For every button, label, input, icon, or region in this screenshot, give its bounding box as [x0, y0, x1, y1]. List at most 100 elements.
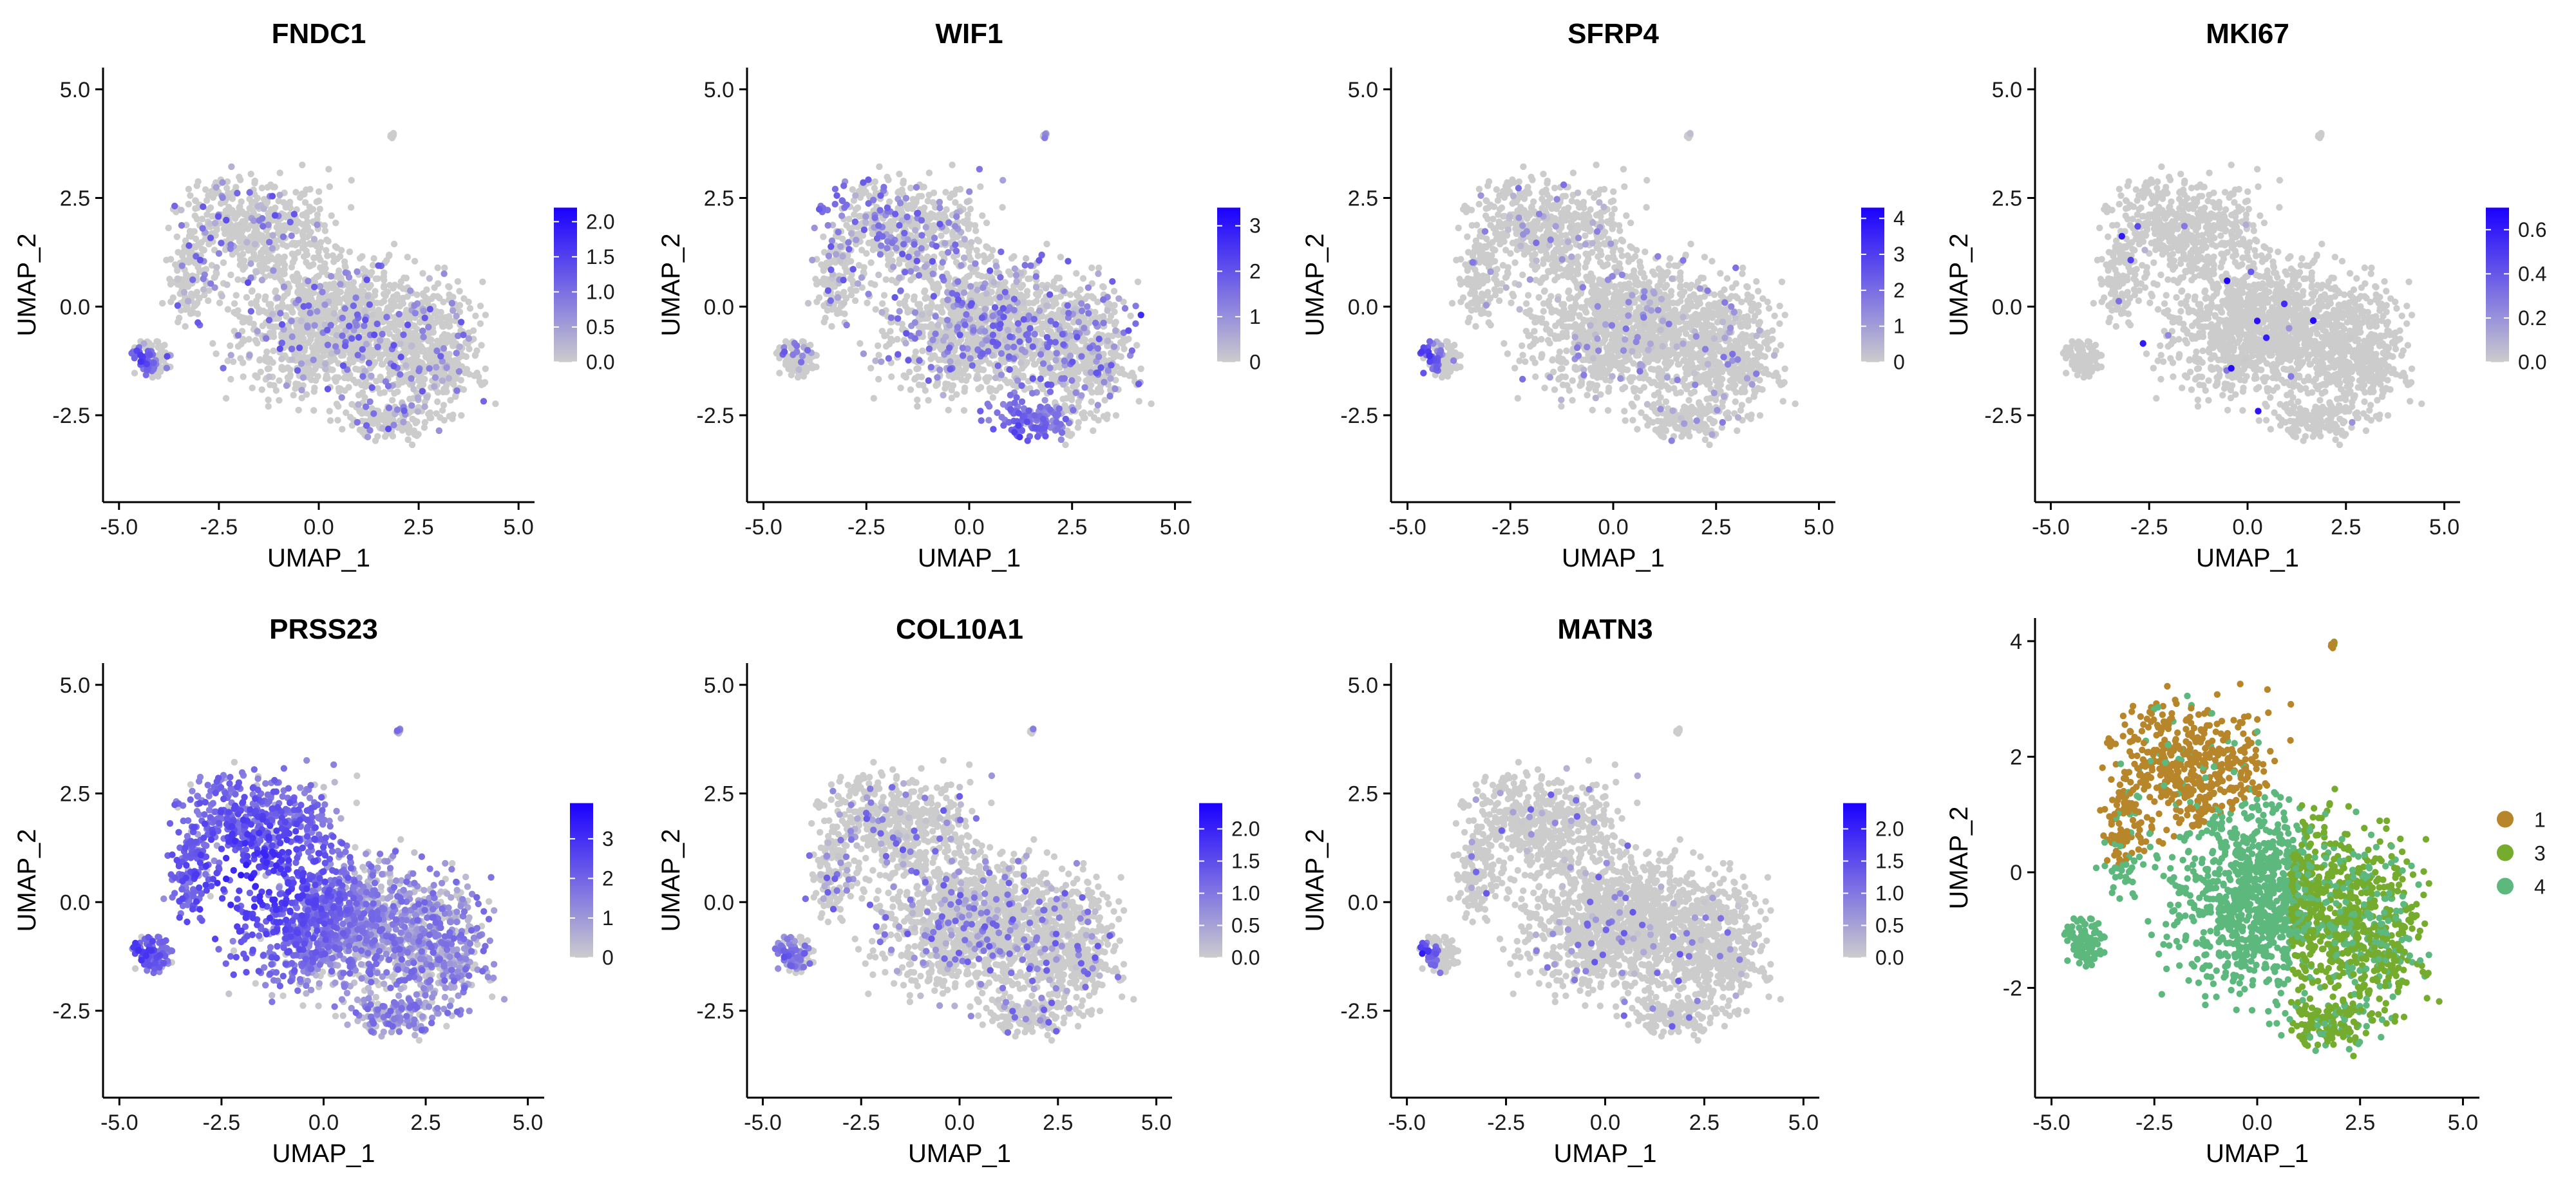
cell-point — [478, 342, 485, 349]
cell-point — [175, 319, 182, 326]
panel-title: WIF1 — [935, 18, 1003, 50]
cell-point — [927, 364, 935, 371]
cell-point — [411, 258, 419, 265]
cell-point — [828, 237, 836, 245]
cell-point — [272, 387, 280, 394]
cell-point — [1100, 283, 1107, 291]
cell-point — [793, 342, 800, 350]
cell-point — [355, 401, 362, 408]
cell-point — [1104, 411, 1111, 418]
cell-point — [354, 268, 361, 276]
cell-point — [1090, 427, 1097, 435]
cell-point — [289, 333, 296, 341]
cell-point — [388, 301, 395, 309]
cell-point — [1075, 368, 1082, 375]
cell-point — [237, 220, 244, 228]
cell-point — [1011, 265, 1019, 272]
x-tick-label: 2.5 — [403, 515, 433, 539]
cell-point — [1106, 392, 1113, 400]
cell-point — [363, 276, 370, 283]
cell-point — [1111, 308, 1118, 315]
cell-point — [167, 281, 175, 288]
cell-point — [983, 378, 990, 385]
cell-point — [999, 203, 1006, 211]
cell-point — [185, 185, 193, 192]
cell-point — [932, 313, 939, 320]
cell-point — [1032, 273, 1040, 280]
cell-point — [283, 382, 290, 389]
cell-point — [327, 273, 335, 280]
cell-point — [918, 232, 925, 239]
cell-point — [926, 310, 933, 317]
cell-point — [811, 224, 818, 232]
cell-point — [381, 417, 388, 424]
cell-point — [287, 218, 294, 226]
cell-point — [1036, 325, 1043, 333]
cell-point — [372, 288, 379, 295]
cell-point — [444, 332, 451, 339]
cell-point — [263, 335, 270, 342]
cell-point — [428, 415, 435, 422]
cell-point — [867, 364, 875, 371]
cell-point — [959, 370, 967, 377]
cell-point — [872, 357, 879, 364]
cell-point — [481, 379, 489, 386]
cell-point — [169, 294, 176, 301]
cell-point — [1039, 360, 1047, 367]
cell-point — [363, 403, 370, 410]
cell-point — [269, 332, 276, 339]
cell-point — [1081, 384, 1088, 391]
cell-point — [930, 189, 938, 196]
cell-point — [782, 338, 790, 345]
cell-point — [999, 176, 1007, 184]
cell-point — [852, 192, 859, 199]
cell-point — [839, 235, 846, 243]
cell-point — [824, 221, 831, 229]
cell-point — [259, 215, 266, 222]
cell-point — [939, 309, 946, 316]
cell-point — [332, 301, 339, 308]
cell-point — [187, 192, 194, 199]
cell-point — [410, 335, 417, 342]
cell-point — [131, 355, 138, 362]
cell-point — [310, 356, 317, 364]
cell-point — [400, 331, 407, 339]
cell-point — [1056, 405, 1063, 412]
cell-point — [431, 284, 438, 291]
cell-point — [379, 330, 386, 338]
cell-point — [857, 340, 864, 347]
cell-point — [238, 198, 245, 205]
cell-point — [379, 425, 386, 432]
cell-point — [858, 274, 866, 281]
cell-point — [904, 308, 911, 316]
cell-point — [348, 176, 355, 184]
cell-point — [324, 341, 332, 348]
cell-point — [350, 302, 357, 310]
cell-point — [359, 389, 366, 396]
cell-point — [364, 433, 372, 440]
cell-point — [251, 241, 259, 248]
cell-point — [460, 332, 467, 339]
cell-point — [332, 220, 339, 227]
cell-point — [419, 381, 427, 388]
cell-point — [1046, 364, 1054, 371]
cell-point — [299, 211, 306, 219]
cell-point — [1095, 353, 1103, 361]
cell-point — [959, 344, 967, 352]
cell-point — [879, 300, 886, 307]
cell-point — [889, 263, 897, 270]
cell-point — [904, 213, 911, 221]
cell-point — [265, 373, 272, 380]
cell-point — [299, 338, 307, 345]
cell-point — [1007, 391, 1014, 399]
cell-point — [943, 206, 950, 213]
cell-point — [290, 391, 297, 399]
cell-point — [337, 281, 344, 288]
cell-point — [276, 169, 283, 176]
cell-point — [193, 182, 200, 189]
cell-point — [384, 382, 392, 389]
cell-point — [309, 370, 316, 377]
cell-point — [213, 264, 220, 271]
cell-point — [872, 306, 879, 313]
cell-point — [931, 234, 938, 241]
